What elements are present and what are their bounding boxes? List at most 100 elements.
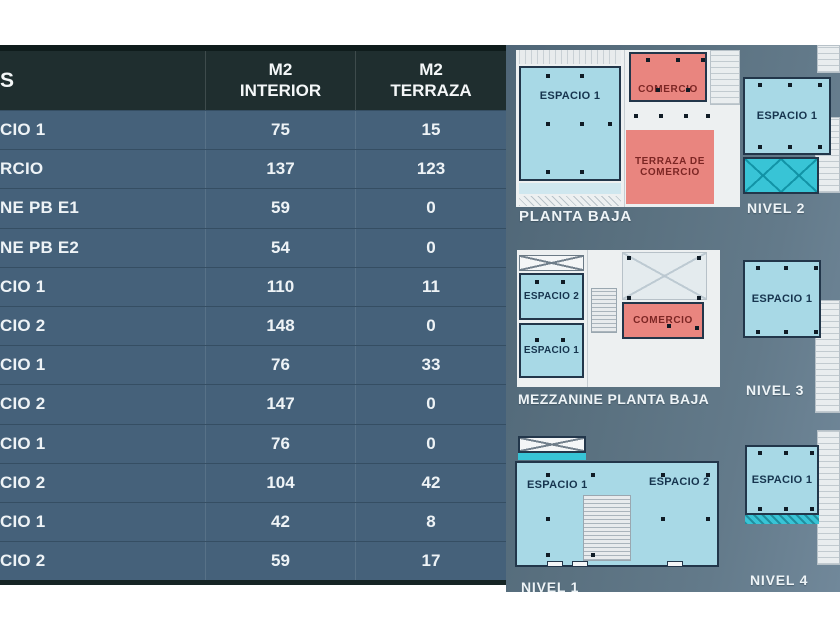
room-label: ESPACIO 2	[649, 476, 710, 488]
table-row: NE PB E2 54 0	[0, 227, 506, 267]
nivel-1-terrace-strip	[518, 453, 586, 460]
m2-interior-cell: 104	[205, 463, 355, 502]
row-label-cell: NE PB E2	[0, 237, 80, 257]
table-row: CIO 1 76 0	[0, 423, 506, 463]
m2-interior-cell: 75	[205, 111, 355, 150]
m2-interior-cell: 76	[205, 424, 355, 463]
room-comercio: COMERCIO	[629, 52, 707, 102]
room-label: ESPACIO 1	[751, 293, 813, 305]
m2-interior-cell: 54	[205, 228, 355, 267]
m2-interior-cell: 137	[205, 150, 355, 189]
table-row: CIO 2 147 0	[0, 384, 506, 424]
row-label-cell: RCIO	[0, 159, 44, 179]
m2-terraza-cell: 123	[355, 150, 506, 189]
room-label: ESPACIO 1	[523, 345, 580, 356]
plan-linework	[572, 561, 588, 567]
floorplan-nivel-3-espacio-1: ESPACIO 1	[743, 260, 821, 338]
column-dots	[627, 256, 631, 260]
room-terraza-comercio: TERRAZA DE COMERCIO	[626, 130, 714, 204]
areas-table: S M2 INTERIOR M2 TERRAZA CIO 1 75 15 RCI…	[0, 45, 506, 586]
m2-interior-cell: 59	[205, 542, 355, 581]
m2-terraza-cell: 0	[355, 306, 506, 346]
row-label-cell: NE PB E1	[0, 198, 80, 218]
room-label: ESPACIO 1	[539, 90, 601, 102]
room-label: ESPACIO 2	[523, 291, 580, 302]
row-label-cell: CIO 1	[0, 511, 46, 531]
column-dots	[546, 74, 550, 78]
m2-interior-cell: 42	[205, 502, 355, 542]
m2-terraza-cell: 0	[355, 424, 506, 463]
room-label: ESPACIO 1	[527, 479, 588, 491]
column-dots	[535, 338, 539, 342]
row-label-cell: CIO 1	[0, 276, 46, 296]
balcony-hatch	[519, 255, 584, 271]
plan-linework	[710, 50, 740, 105]
level-label-nivel-4: NIVEL 4	[750, 572, 809, 588]
room-label: ESPACIO 1	[756, 110, 818, 122]
table-row: RCIO 137 123	[0, 149, 506, 189]
m2-terraza-cell: 0	[355, 189, 506, 228]
m2-interior-cell: 59	[205, 189, 355, 228]
room-label: COMERCIO	[638, 84, 698, 95]
column-dots	[758, 83, 762, 87]
column-dots	[758, 451, 762, 455]
row-label-cell: CIO 1	[0, 120, 46, 140]
level-label-nivel-1: NIVEL 1	[521, 579, 580, 592]
m2-terraza-cell: 42	[355, 463, 506, 502]
m2-terraza-cell: 8	[355, 502, 506, 542]
floorplan-planta-baja: ESPACIO 1 COMERCIO TERRAZA DE COMERCIO	[516, 50, 740, 207]
floorplans-panel: ESPACIO 1 COMERCIO TERRAZA DE COMERCIO P…	[506, 45, 840, 592]
plan-linework	[547, 561, 563, 567]
m2-interior-cell: 76	[205, 346, 355, 385]
table-row: CIO 2 148 0	[0, 305, 506, 346]
m2-terraza-cell: 15	[355, 111, 506, 150]
plan-linework	[622, 252, 707, 300]
plan-fragment	[817, 430, 840, 565]
nivel-4-terrace-strip	[745, 515, 819, 524]
row-label-cell: CIO 1	[0, 433, 46, 453]
column-dots	[546, 473, 550, 477]
room-espacio-1: ESPACIO 1	[519, 323, 584, 378]
plan-fragment	[817, 45, 840, 73]
m2-terraza-cell: 0	[355, 385, 506, 424]
m2-interior-cell: 148	[205, 306, 355, 346]
m2-terraza-cell: 33	[355, 346, 506, 385]
level-label-planta-baja: PLANTA BAJA	[519, 208, 632, 225]
table-row: CIO 1 42 8	[0, 501, 506, 542]
m2-terraza-cell: 11	[355, 267, 506, 306]
column-dots	[634, 114, 638, 118]
room-label: ESPACIO 1	[751, 474, 813, 486]
row-label-cell: CIO 2	[0, 551, 46, 571]
column-dots	[667, 324, 671, 328]
plan-linework	[667, 561, 683, 567]
header-m2-interior: M2 INTERIOR	[205, 51, 355, 110]
room-comercio: COMERCIO	[622, 302, 704, 339]
floorplan-nivel-4-espacio-1: ESPACIO 1	[745, 445, 819, 515]
table-row: NE PB E1 59 0	[0, 188, 506, 228]
header-spaces: S	[0, 68, 15, 92]
table-row: CIO 2 59 17	[0, 541, 506, 581]
room-label: TERRAZA DE COMERCIO	[634, 156, 706, 178]
table-header-row: S M2 INTERIOR M2 TERRAZA	[0, 51, 506, 110]
floorplan-nivel-1: ESPACIO 1 ESPACIO 2	[515, 461, 719, 567]
column-dots	[535, 280, 539, 284]
room-espacio-1: ESPACIO 1	[519, 66, 621, 181]
m2-terraza-cell: 0	[355, 228, 506, 267]
nivel-1-balcony-hatch	[518, 436, 586, 453]
table-row: CIO 1 75 15	[0, 110, 506, 150]
table-bottom-border	[0, 580, 506, 586]
table-row: CIO 2 104 42	[0, 462, 506, 502]
m2-terraza-cell: 17	[355, 542, 506, 581]
plan-linework	[519, 196, 621, 206]
table-row: CIO 1 76 33	[0, 345, 506, 385]
row-label-cell: CIO 2	[0, 316, 46, 336]
row-label-cell: CIO 2	[0, 472, 46, 492]
plan-linework	[519, 50, 621, 64]
stairs	[583, 495, 631, 561]
room-label: COMERCIO	[633, 315, 693, 326]
nivel-2-terrace	[743, 157, 819, 194]
m2-interior-cell: 110	[205, 267, 355, 306]
plan-linework	[587, 250, 588, 387]
column-dots	[756, 266, 760, 270]
plan-linework	[519, 183, 621, 194]
